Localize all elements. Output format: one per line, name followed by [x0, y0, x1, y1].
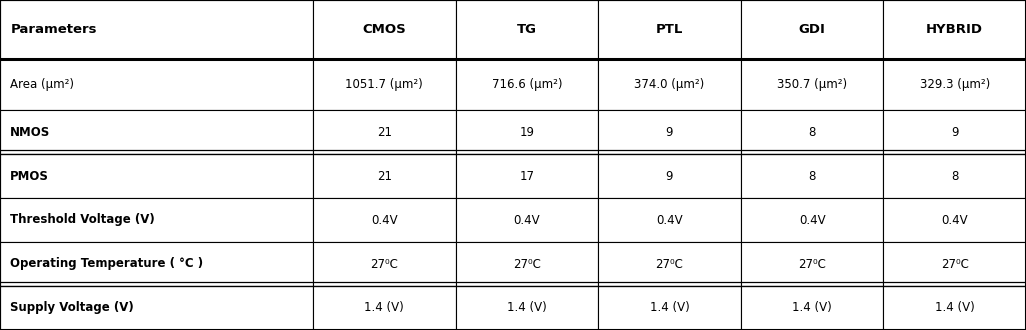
Bar: [741, 110, 883, 154]
Bar: [0, 58, 313, 110]
Text: 1.4 (V): 1.4 (V): [935, 302, 975, 314]
Bar: [741, 58, 883, 110]
Text: 27⁰C: 27⁰C: [798, 257, 826, 271]
Text: 9: 9: [951, 125, 958, 139]
Bar: [883, 198, 1026, 242]
Text: 1.4 (V): 1.4 (V): [792, 302, 832, 314]
Text: 329.3 (μm²): 329.3 (μm²): [919, 78, 990, 91]
Bar: [456, 242, 598, 286]
Text: Area (μm²): Area (μm²): [10, 78, 74, 91]
Text: HYBRID: HYBRID: [926, 23, 983, 36]
Text: 0.4V: 0.4V: [657, 214, 682, 226]
Text: 1.4 (V): 1.4 (V): [364, 302, 404, 314]
Text: Operating Temperature ( °C ): Operating Temperature ( °C ): [10, 257, 203, 271]
Bar: [598, 286, 741, 330]
Text: 0.4V: 0.4V: [371, 214, 397, 226]
Bar: [883, 0, 1026, 58]
Bar: [313, 154, 456, 198]
Text: PTL: PTL: [656, 23, 683, 36]
Text: 8: 8: [951, 170, 958, 182]
Bar: [456, 154, 598, 198]
Text: Parameters: Parameters: [10, 23, 96, 36]
Text: 27⁰C: 27⁰C: [513, 257, 541, 271]
Bar: [741, 0, 883, 58]
Text: 716.6 (μm²): 716.6 (μm²): [491, 78, 562, 91]
Text: 27⁰C: 27⁰C: [656, 257, 683, 271]
Bar: [598, 198, 741, 242]
Text: 21: 21: [377, 125, 392, 139]
Bar: [313, 198, 456, 242]
Bar: [741, 286, 883, 330]
Text: 8: 8: [808, 125, 816, 139]
Bar: [313, 242, 456, 286]
Bar: [883, 154, 1026, 198]
Bar: [598, 58, 741, 110]
Text: 8: 8: [808, 170, 816, 182]
Text: 0.4V: 0.4V: [799, 214, 825, 226]
Bar: [883, 242, 1026, 286]
Text: 350.7 (μm²): 350.7 (μm²): [777, 78, 847, 91]
Bar: [741, 154, 883, 198]
Bar: [313, 0, 456, 58]
Text: GDI: GDI: [798, 23, 826, 36]
Text: 1.4 (V): 1.4 (V): [649, 302, 689, 314]
Bar: [598, 242, 741, 286]
Bar: [0, 198, 313, 242]
Text: 21: 21: [377, 170, 392, 182]
Bar: [456, 110, 598, 154]
Bar: [313, 110, 456, 154]
Text: 0.4V: 0.4V: [942, 214, 968, 226]
Bar: [0, 110, 313, 154]
Bar: [456, 58, 598, 110]
Bar: [0, 242, 313, 286]
Bar: [0, 154, 313, 198]
Text: 9: 9: [666, 125, 673, 139]
Text: 17: 17: [519, 170, 535, 182]
Text: CMOS: CMOS: [362, 23, 406, 36]
Bar: [0, 0, 313, 58]
Bar: [0, 286, 313, 330]
Bar: [598, 110, 741, 154]
Text: 9: 9: [666, 170, 673, 182]
Text: 0.4V: 0.4V: [514, 214, 540, 226]
Bar: [313, 58, 456, 110]
Text: Threshold Voltage (V): Threshold Voltage (V): [10, 214, 155, 226]
Bar: [456, 0, 598, 58]
Bar: [741, 198, 883, 242]
Bar: [456, 198, 598, 242]
Bar: [741, 242, 883, 286]
Text: 19: 19: [519, 125, 535, 139]
Bar: [598, 154, 741, 198]
Bar: [883, 110, 1026, 154]
Text: Supply Voltage (V): Supply Voltage (V): [10, 302, 134, 314]
Bar: [313, 286, 456, 330]
Bar: [883, 286, 1026, 330]
Text: 27⁰C: 27⁰C: [370, 257, 398, 271]
Text: 1.4 (V): 1.4 (V): [507, 302, 547, 314]
Bar: [456, 286, 598, 330]
Bar: [598, 0, 741, 58]
Text: 1051.7 (μm²): 1051.7 (μm²): [346, 78, 423, 91]
Text: 374.0 (μm²): 374.0 (μm²): [634, 78, 705, 91]
Bar: [883, 58, 1026, 110]
Text: NMOS: NMOS: [10, 125, 50, 139]
Text: PMOS: PMOS: [10, 170, 49, 182]
Text: TG: TG: [517, 23, 537, 36]
Text: 27⁰C: 27⁰C: [941, 257, 969, 271]
